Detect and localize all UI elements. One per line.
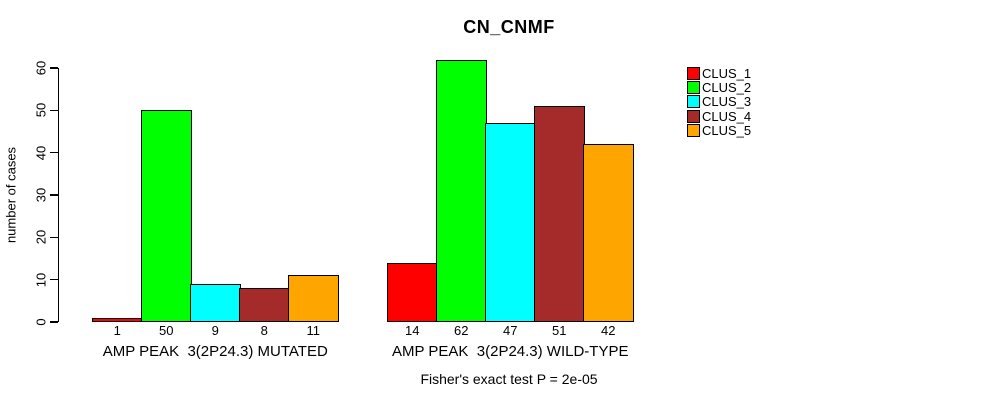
bar-clus_2-group1: [141, 110, 192, 322]
y-tick-mark: [50, 67, 58, 69]
bar-value-label: 47: [503, 323, 518, 338]
y-tick-mark: [50, 321, 58, 323]
bar-clus_3-group1: [190, 284, 241, 322]
legend-swatch-clus_3: [687, 95, 700, 109]
bar-clus_5-group1: [288, 275, 339, 322]
bar-clus_1-group2: [387, 263, 438, 322]
legend-swatch-clus_4: [687, 109, 700, 123]
bar-value-label: 1: [113, 323, 121, 338]
bar-clus_2-group2: [436, 60, 487, 322]
y-tick-label: 40: [33, 145, 49, 160]
legend-label-clus_4: CLUS_4: [702, 108, 752, 124]
legend-swatch-clus_1: [687, 67, 700, 80]
bar-clus_3-group2: [485, 123, 536, 322]
y-tick-label: 50: [33, 103, 49, 118]
bar-value-label: 9: [211, 323, 219, 338]
legend-label-clus_2: CLUS_2: [702, 80, 752, 96]
bar-value-label: 8: [260, 323, 268, 338]
bar-value-label: 62: [454, 323, 469, 338]
y-tick-label: 60: [33, 60, 49, 76]
bar-value-label: 51: [552, 323, 567, 338]
y-axis-line: [57, 68, 59, 322]
chart-title: CN_CNMF: [463, 17, 555, 37]
bar-clus_4-group1: [239, 288, 290, 322]
y-tick-label: 0: [33, 318, 49, 326]
bar-clus_1-group1: [92, 318, 143, 322]
y-tick-mark: [50, 236, 58, 239]
y-tick-mark: [50, 194, 58, 196]
x-category-label: AMP PEAK 3(2P24.3) WILD-TYPE: [392, 343, 629, 360]
y-tick-mark: [50, 278, 58, 281]
y-tick-label: 20: [33, 230, 49, 245]
y-tick-mark: [50, 109, 58, 112]
legend-label-clus_1: CLUS_1: [702, 66, 752, 81]
y-tick-label: 30: [33, 187, 49, 203]
bar-value-label: 11: [306, 323, 321, 338]
bar-clus_4-group2: [534, 106, 585, 322]
legend-label-clus_3: CLUS_3: [702, 94, 752, 110]
annotation-text: Fisher's exact test P = 2e-05: [420, 371, 598, 387]
y-axis-label: number of cases: [3, 146, 19, 244]
legend-swatch-clus_5: [687, 123, 700, 137]
legend-label-clus_5: CLUS_5: [702, 122, 752, 138]
bar-value-label: 42: [601, 323, 616, 338]
y-tick-label: 10: [33, 272, 49, 287]
bar-value-label: 50: [159, 323, 174, 338]
x-category-label: AMP PEAK 3(2P24.3) MUTATED: [102, 343, 328, 360]
bar-value-label: 14: [405, 323, 420, 338]
bar-clus_5-group2: [583, 144, 634, 322]
y-tick-mark: [50, 151, 58, 154]
legend-swatch-clus_2: [687, 81, 700, 95]
